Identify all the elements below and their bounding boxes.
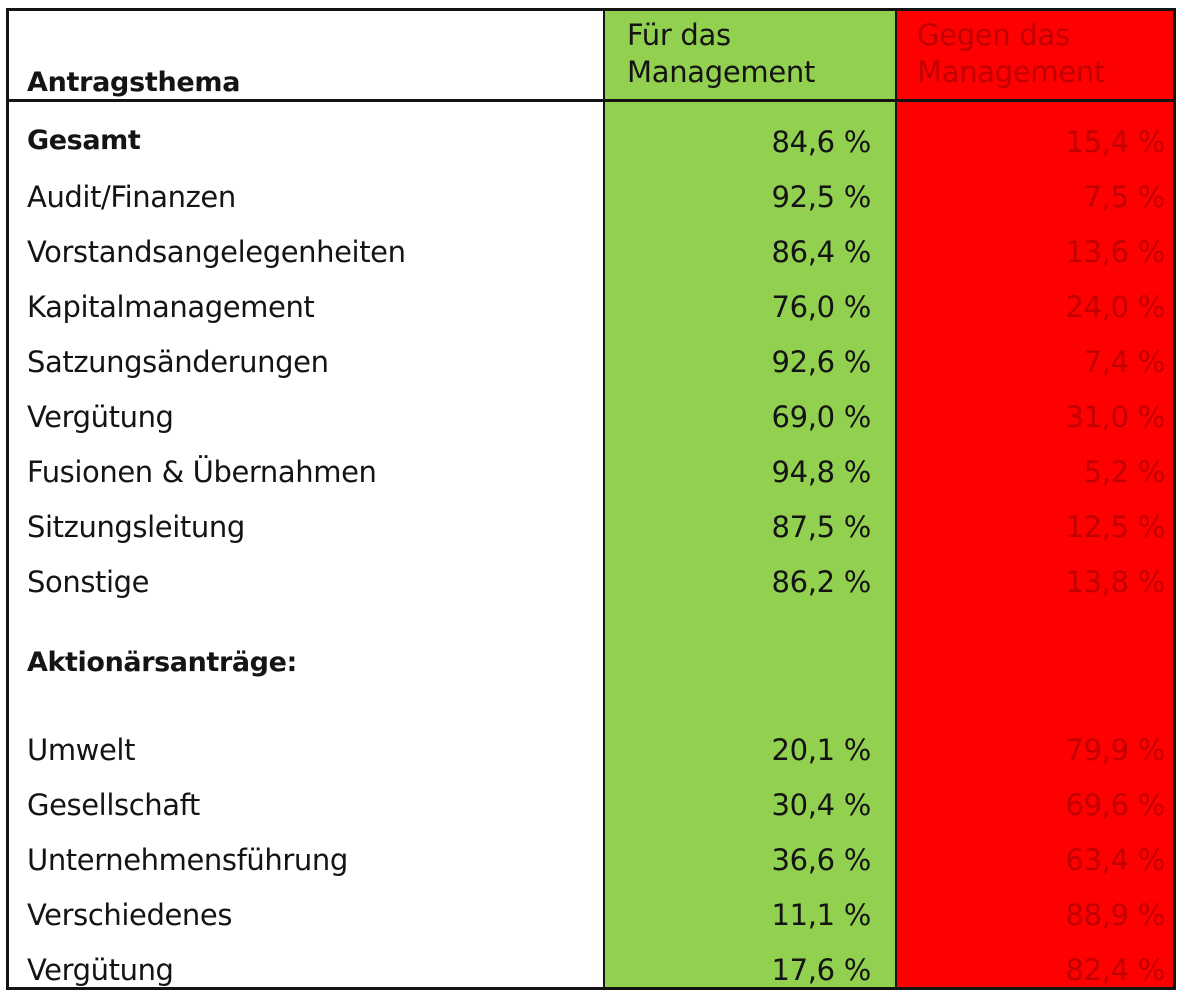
row-label: Sonstige (27, 565, 150, 599)
row-label: Kapitalmanagement (27, 290, 315, 324)
for-management-value: 30,4 % (771, 788, 871, 822)
table-row: Kapitalmanagement 76,0 % 24,0 % (9, 286, 1173, 336)
row-label: Aktionärsanträge: (27, 647, 297, 678)
row-label: Vergütung (27, 400, 174, 434)
row-label: Gesamt (27, 125, 141, 156)
against-management-header: Gegen das Management (917, 17, 1105, 91)
for-management-column (603, 11, 897, 987)
against-management-value: 12,5 % (1065, 510, 1165, 544)
for-management-value: 87,5 % (771, 510, 871, 544)
against-management-value: 88,9 % (1065, 898, 1165, 932)
table-row: Sonstige 86,2 % 13,8 % (9, 561, 1173, 611)
against-header-line1: Gegen das (917, 18, 1070, 52)
for-management-value: 36,6 % (771, 843, 871, 877)
row-label: Unternehmensführung (27, 843, 348, 877)
for-management-value: 86,4 % (771, 235, 871, 269)
for-management-value: 69,0 % (771, 400, 871, 434)
row-label: Vorstandsangelegenheiten (27, 235, 406, 269)
table-row: Vergütung 17,6 % 82,4 % (9, 949, 1173, 999)
against-management-column (897, 11, 1173, 987)
table-row: Gesamt 84,6 % 15,4 % (9, 121, 1173, 171)
table-row: Vergütung 69,0 % 31,0 % (9, 396, 1173, 446)
against-management-value: 63,4 % (1065, 843, 1165, 877)
against-management-value: 13,6 % (1065, 235, 1165, 269)
for-management-value: 92,6 % (771, 345, 871, 379)
table-row: Audit/Finanzen 92,5 % 7,5 % (9, 176, 1173, 226)
against-management-value: 7,4 % (1083, 345, 1166, 379)
table-row: Unternehmensführung 36,6 % 63,4 % (9, 839, 1173, 889)
row-label: Vergütung (27, 953, 174, 987)
table-row: Vorstandsangelegenheiten 86,4 % 13,6 % (9, 231, 1173, 281)
for-header-line1: Für das (627, 18, 731, 52)
against-management-value: 5,2 % (1083, 455, 1166, 489)
row-label: Sitzungsleitung (27, 510, 245, 544)
for-management-value: 20,1 % (771, 733, 871, 767)
table-row: Sitzungsleitung 87,5 % 12,5 % (9, 506, 1173, 556)
for-header-line2: Management (627, 55, 816, 89)
for-management-value: 11,1 % (771, 898, 871, 932)
against-management-value: 15,4 % (1065, 125, 1165, 159)
for-management-header: Für das Management (627, 17, 815, 91)
against-management-value: 31,0 % (1065, 400, 1165, 434)
against-management-value: 79,9 % (1065, 733, 1165, 767)
against-management-value: 7,5 % (1083, 180, 1166, 214)
for-management-value: 17,6 % (771, 953, 871, 987)
row-label: Gesellschaft (27, 788, 200, 822)
table-row: Fusionen & Übernahmen 94,8 % 5,2 % (9, 451, 1173, 501)
for-management-value: 76,0 % (771, 290, 871, 324)
row-label: Verschiedenes (27, 898, 233, 932)
table-row: Verschiedenes 11,1 % 88,9 % (9, 894, 1173, 944)
for-management-value: 94,8 % (771, 455, 871, 489)
table-row: Gesellschaft 30,4 % 69,6 % (9, 784, 1173, 834)
for-management-value: 84,6 % (771, 125, 871, 159)
against-management-value: 82,4 % (1065, 953, 1165, 987)
row-label: Satzungsänderungen (27, 345, 329, 379)
against-management-value: 13,8 % (1065, 565, 1165, 599)
for-management-value: 92,5 % (771, 180, 871, 214)
row-label: Fusionen & Übernahmen (27, 455, 377, 489)
against-management-value: 24,0 % (1065, 290, 1165, 324)
topic-header: Antragsthema (27, 67, 241, 98)
against-management-value: 69,6 % (1065, 788, 1165, 822)
table-row: Satzungsänderungen 92,6 % 7,4 % (9, 341, 1173, 391)
header-divider (9, 99, 1173, 102)
against-header-line2: Management (917, 55, 1106, 89)
table-row: Aktionärsanträge: (9, 643, 1173, 693)
table-row: Umwelt 20,1 % 79,9 % (9, 729, 1173, 779)
row-label: Audit/Finanzen (27, 180, 236, 214)
for-management-value: 86,2 % (771, 565, 871, 599)
voting-table: Antragsthema Für das Management Gegen da… (6, 8, 1176, 990)
row-label: Umwelt (27, 733, 136, 767)
